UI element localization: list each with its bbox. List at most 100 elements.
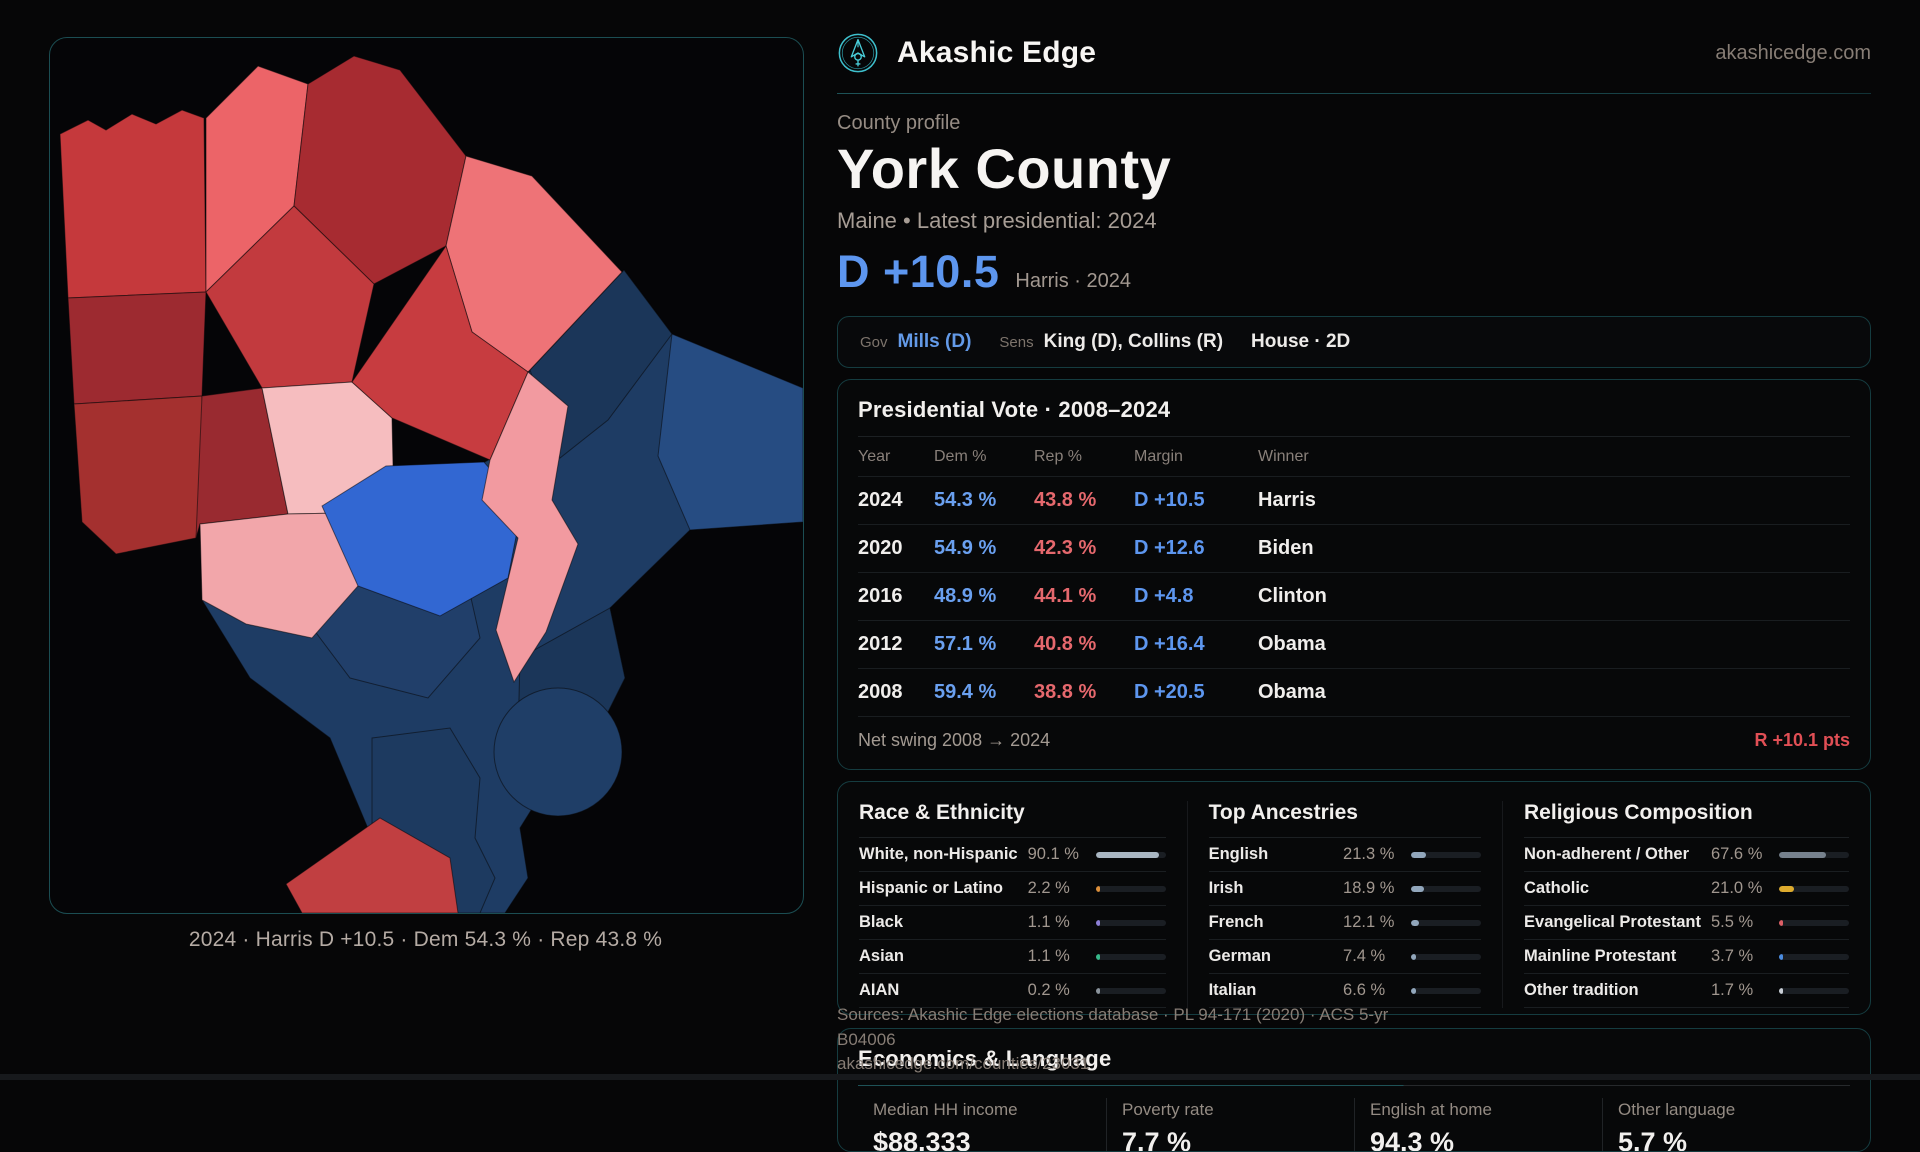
table-row: 2016 48.9 % 44.1 % D +4.8 Clinton bbox=[858, 572, 1850, 620]
list-item: French 12.1 % bbox=[1208, 906, 1482, 941]
sources-line2: akashicedge.com/counties/23031 bbox=[837, 1054, 1090, 1074]
cell-year: 2012 bbox=[858, 633, 903, 656]
cell-dem-pct: 48.9 % bbox=[934, 585, 997, 608]
list-item: English 21.3 % bbox=[1208, 838, 1482, 873]
map-region[interactable] bbox=[73, 395, 207, 555]
list-item: Hispanic or Latino 2.2 % bbox=[859, 872, 1166, 907]
stat-bar-track bbox=[1095, 885, 1166, 892]
table-column-header: Year bbox=[858, 448, 891, 466]
map-caption: 2024 · Harris D +10.5 · Dem 54.3 % · Rep… bbox=[188, 928, 663, 951]
stat-bar-track bbox=[1095, 851, 1166, 858]
gov-value: Mills (D) bbox=[897, 331, 972, 353]
cell-year: 2016 bbox=[858, 585, 903, 608]
stat-bar-track bbox=[1779, 851, 1849, 858]
county-choropleth-map[interactable] bbox=[50, 38, 803, 913]
list-item: Asian 1.1 % bbox=[859, 940, 1166, 975]
table-column-header: Rep % bbox=[1034, 448, 1083, 466]
cell-margin: D +12.6 bbox=[1134, 537, 1205, 560]
akashic-emblem-icon bbox=[838, 33, 878, 73]
stat-bar-track bbox=[1411, 987, 1482, 994]
stat-label: Evangelical Protestant bbox=[1524, 913, 1701, 932]
net-swing-label: Net swing 2008 → 2024 bbox=[858, 730, 1051, 751]
stat-value: 94.3 % bbox=[1370, 1127, 1455, 1152]
stat-bar-track bbox=[1411, 885, 1482, 892]
stat-bar-fill bbox=[1411, 953, 1417, 960]
header-divider bbox=[837, 93, 1871, 94]
brand-domain: akashicedge.com bbox=[1715, 41, 1871, 64]
stat-bar-fill bbox=[1779, 885, 1794, 892]
stat-label: Irish bbox=[1208, 879, 1244, 898]
stat-bar-track bbox=[1095, 919, 1166, 926]
cell-dem-pct: 54.3 % bbox=[934, 489, 997, 512]
brand-name: Akashic Edge bbox=[897, 36, 1097, 69]
stat-label: AIAN bbox=[859, 981, 900, 1000]
cell-rep-pct: 43.8 % bbox=[1034, 489, 1097, 512]
economics-stats: Median HH income $88,333 Poverty rate 7.7 %… bbox=[858, 1098, 1850, 1152]
house-value: House · 2D bbox=[1251, 331, 1351, 353]
cell-dem-pct: 59.4 % bbox=[934, 681, 997, 704]
gov-label: Gov bbox=[860, 333, 888, 351]
headline-margin: D +10.5 bbox=[837, 246, 1000, 298]
stat-value: 2.2 % bbox=[1027, 879, 1070, 898]
cell-winner: Obama bbox=[1258, 681, 1326, 704]
stat-label: Hispanic or Latino bbox=[859, 879, 1003, 898]
page: { "brand": {"name": "Akashic Edge", "dom… bbox=[0, 30, 1920, 1152]
stat-bar-fill bbox=[1779, 987, 1783, 994]
map-region[interactable] bbox=[67, 291, 207, 405]
sens-label: Sens bbox=[999, 333, 1034, 351]
stat-value: 3.7 % bbox=[1711, 947, 1754, 966]
stat-label: Catholic bbox=[1524, 879, 1590, 898]
cell-rep-pct: 42.3 % bbox=[1034, 537, 1097, 560]
stat-bar-track bbox=[1095, 953, 1166, 960]
stat-bar-fill bbox=[1779, 953, 1783, 960]
demographics-column-title: Top Ancestries bbox=[1208, 801, 1358, 825]
cell-rep-pct: 40.8 % bbox=[1034, 633, 1097, 656]
stat-label: English at home bbox=[1370, 1100, 1492, 1120]
stat-label: Poverty rate bbox=[1122, 1100, 1214, 1120]
subtitle: Maine • Latest presidential: 2024 bbox=[837, 208, 1157, 234]
list-item: Other tradition 1.7 % bbox=[1524, 974, 1849, 1009]
stat-bar-track bbox=[1411, 851, 1482, 858]
app-header: Akashic Edge akashicedge.com bbox=[837, 30, 1871, 76]
stat-value: 5.5 % bbox=[1711, 913, 1754, 932]
cell-rep-pct: 38.8 % bbox=[1034, 681, 1097, 704]
demographics-column-race: Race & Ethnicity White, non-Hispanic 90.1 … bbox=[838, 801, 1187, 1009]
table-row: 2020 54.9 % 42.3 % D +12.6 Biden bbox=[858, 524, 1850, 572]
presidential-panel-title: Presidential Vote · 2008–2024 bbox=[858, 397, 1171, 423]
cell-year: 2024 bbox=[858, 489, 903, 512]
map-region[interactable] bbox=[321, 461, 523, 617]
stat-label: Median HH income bbox=[873, 1100, 1018, 1120]
list-item: Irish 18.9 % bbox=[1208, 872, 1482, 907]
map-region[interactable] bbox=[205, 205, 375, 389]
stat-bar-fill bbox=[1411, 987, 1416, 994]
stat-label: Other tradition bbox=[1524, 981, 1639, 1000]
stat-label: Non-adherent / Other bbox=[1524, 845, 1690, 864]
presidential-vote-panel: Presidential Vote · 2008–2024 Year Dem % R… bbox=[837, 379, 1871, 771]
stat-bar-fill bbox=[1779, 851, 1827, 858]
page-title: York County bbox=[837, 137, 1172, 200]
stat-bar-track bbox=[1411, 919, 1482, 926]
county-map-card bbox=[49, 37, 804, 914]
cell-rep-pct: 44.1 % bbox=[1034, 585, 1097, 608]
cell-winner: Obama bbox=[1258, 633, 1326, 656]
map-region[interactable] bbox=[285, 817, 459, 913]
list-item: Mainline Protestant 3.7 % bbox=[1524, 940, 1849, 975]
map-region[interactable] bbox=[493, 687, 623, 817]
cell-year: 2020 bbox=[858, 537, 903, 560]
stat-label: Mainline Protestant bbox=[1524, 947, 1677, 966]
kicker: County profile bbox=[837, 112, 961, 134]
map-region[interactable] bbox=[657, 333, 803, 531]
list-item: German 7.4 % bbox=[1208, 940, 1482, 975]
map-region[interactable] bbox=[261, 381, 395, 515]
stat-value: 6.6 % bbox=[1343, 981, 1386, 1000]
map-region[interactable] bbox=[481, 371, 579, 684]
stat-value: 21.0 % bbox=[1711, 879, 1763, 898]
stat-value: 21.3 % bbox=[1343, 845, 1395, 864]
stat-bar-track bbox=[1779, 987, 1849, 994]
stat-value: 1.1 % bbox=[1027, 913, 1070, 932]
net-swing-row: Net swing 2008 → 2024 R +10.1 pts bbox=[858, 716, 1850, 757]
cell-dem-pct: 57.1 % bbox=[934, 633, 997, 656]
map-region[interactable] bbox=[59, 109, 207, 299]
sens-value: King (D), Collins (R) bbox=[1043, 331, 1224, 353]
stat-value: 0.2 % bbox=[1027, 981, 1070, 1000]
